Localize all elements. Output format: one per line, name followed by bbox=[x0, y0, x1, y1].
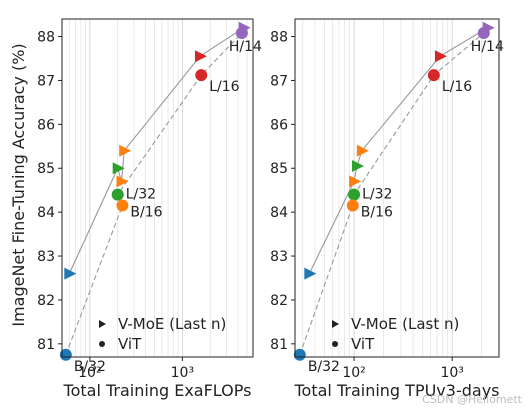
y-tick-label: 81 bbox=[37, 337, 55, 353]
vit-point-label: L/16 bbox=[442, 79, 472, 95]
y-tick-label: 87 bbox=[37, 73, 55, 89]
x-tick-label: 10³ bbox=[440, 365, 463, 381]
y-tick-label: 83 bbox=[37, 249, 55, 265]
vit-point-label: B/32 bbox=[308, 359, 340, 375]
vit-point bbox=[477, 27, 490, 40]
plot-frame bbox=[61, 18, 254, 358]
vmoe-point bbox=[434, 50, 447, 63]
x-tick-label: 10² bbox=[78, 365, 101, 381]
vit-point-label: H/14 bbox=[229, 39, 262, 55]
x-tick-label: 10² bbox=[342, 365, 365, 381]
vit-point-label: L/32 bbox=[362, 187, 392, 203]
legend-label-vmoe: V-MoE (Last n) bbox=[351, 315, 459, 333]
legend-marker-vmoe bbox=[99, 320, 106, 328]
vit-point-label: L/16 bbox=[209, 79, 239, 95]
vmoe-point bbox=[64, 267, 77, 280]
y-tick-label: 85 bbox=[270, 161, 288, 177]
y-tick-label: 87 bbox=[270, 73, 288, 89]
vit-point bbox=[195, 69, 208, 82]
vmoe-point bbox=[351, 160, 364, 173]
x-axis-label: Total Training ExaFLOPs bbox=[63, 381, 252, 400]
legend-label-vmoe: V-MoE (Last n) bbox=[118, 315, 226, 333]
y-tick-label: 86 bbox=[37, 117, 55, 133]
panel-1: B/32 L/32 B/16 L/16 H/14 81 82 83 84 85 86 87 88 10² 1… bbox=[37, 18, 262, 400]
x-axis-label: Total Training TPUv3-days bbox=[294, 381, 500, 400]
vit-point bbox=[427, 69, 440, 82]
legend-label-vit: ViT bbox=[118, 335, 142, 353]
vmoe-point bbox=[304, 267, 317, 280]
vit-point-label: H/14 bbox=[471, 39, 504, 55]
vit-point-label: L/32 bbox=[126, 187, 156, 203]
vit-point bbox=[293, 348, 306, 361]
y-tick-label: 85 bbox=[37, 161, 55, 177]
vit-point-label: B/16 bbox=[130, 205, 162, 221]
vmoe-point bbox=[356, 144, 369, 157]
panel-2: B/32 L/32 B/16 L/16 H/14 81 82 83 84 85 86 87 88 10² 1… bbox=[270, 18, 504, 400]
vit-point bbox=[116, 199, 129, 212]
vmoe-point bbox=[112, 162, 125, 175]
vit-point bbox=[235, 27, 248, 40]
x-tick-label: 10³ bbox=[171, 365, 194, 381]
y-tick-label: 84 bbox=[270, 205, 288, 221]
vmoe-trend-line bbox=[308, 27, 488, 274]
vit-point bbox=[111, 188, 124, 201]
vmoe-point bbox=[194, 50, 207, 63]
vmoe-trend-line bbox=[68, 27, 244, 274]
y-tick-label: 84 bbox=[37, 205, 55, 221]
plot-frame bbox=[294, 18, 500, 358]
vit-point-label: B/32 bbox=[74, 359, 106, 375]
y-tick-label: 81 bbox=[270, 337, 288, 353]
vit-point bbox=[348, 188, 361, 201]
y-axis-label: ImageNet Fine-Tuning Accuracy (%) bbox=[9, 43, 28, 326]
vit-point bbox=[346, 199, 359, 212]
y-tick-label: 88 bbox=[37, 30, 55, 46]
vit-point bbox=[59, 348, 72, 361]
vit-point-label: B/16 bbox=[361, 205, 393, 221]
vmoe-point bbox=[119, 144, 132, 157]
watermark: CSDN @Hellomett bbox=[422, 393, 522, 406]
y-tick-label: 82 bbox=[37, 293, 55, 309]
legend-label-vit: ViT bbox=[351, 335, 375, 353]
y-tick-label: 82 bbox=[270, 293, 288, 309]
y-tick-label: 86 bbox=[270, 117, 288, 133]
y-tick-label: 83 bbox=[270, 249, 288, 265]
legend-marker-vmoe bbox=[332, 320, 339, 328]
y-tick-label: 88 bbox=[270, 30, 288, 46]
vmoe-point bbox=[116, 175, 129, 188]
legend-marker-vit bbox=[99, 341, 105, 347]
vmoe-point bbox=[349, 175, 362, 188]
legend-marker-vit bbox=[332, 341, 338, 347]
